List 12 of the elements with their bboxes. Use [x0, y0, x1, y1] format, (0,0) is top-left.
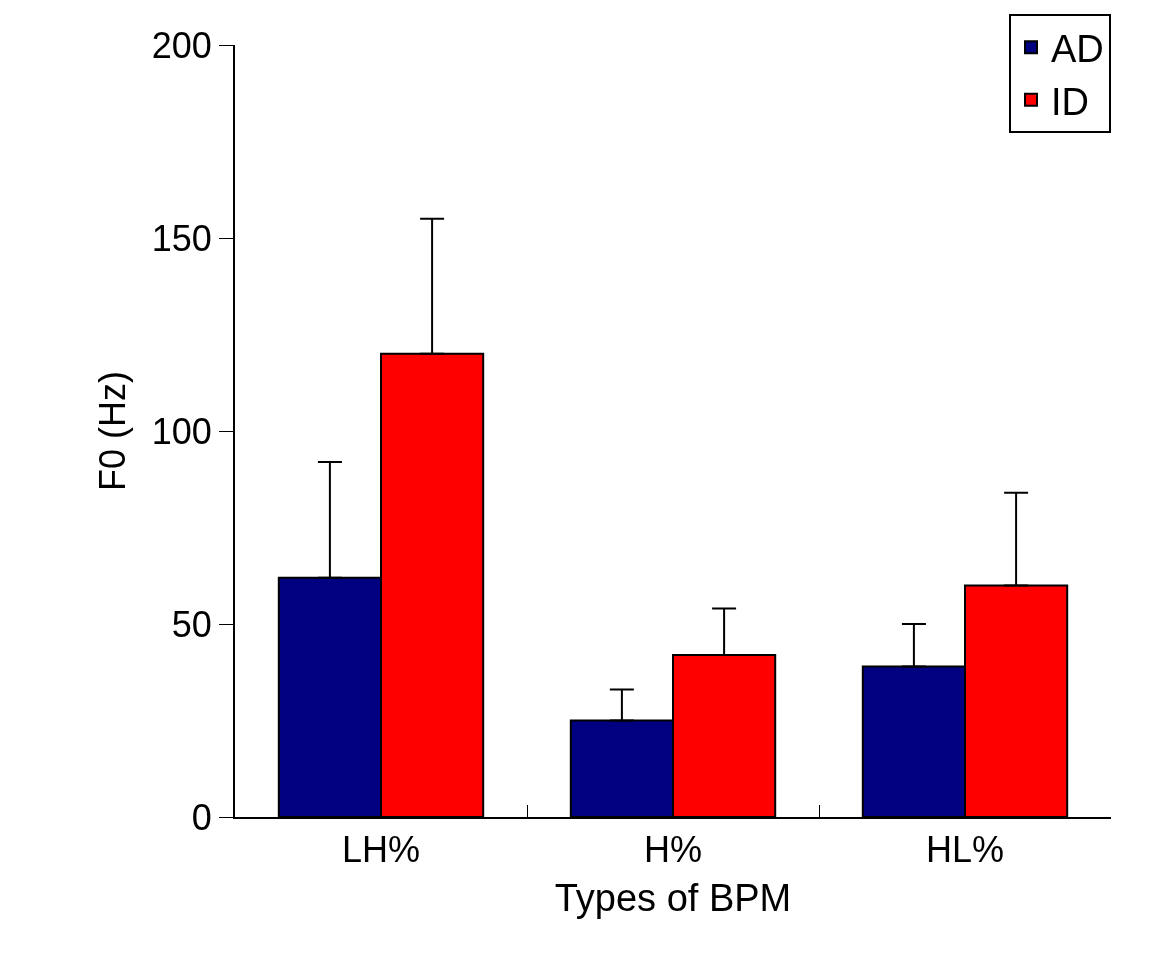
y-tick-label: 50: [171, 603, 212, 645]
y-tick-label: 200: [151, 24, 212, 66]
x-tick-label: HL%: [925, 829, 1005, 871]
y-axis-title: F0 (Hz): [92, 371, 134, 491]
y-tick-label: 100: [151, 410, 212, 452]
legend-label: AD: [1051, 28, 1104, 71]
x-tick-label: H%: [643, 829, 703, 871]
y-tick-label: 0: [191, 796, 212, 838]
y-tick-label: 150: [151, 217, 212, 259]
legend-label: ID: [1051, 80, 1089, 123]
x-axis-title: Types of BPM: [554, 876, 792, 919]
x-tick-label: LH%: [341, 829, 421, 871]
